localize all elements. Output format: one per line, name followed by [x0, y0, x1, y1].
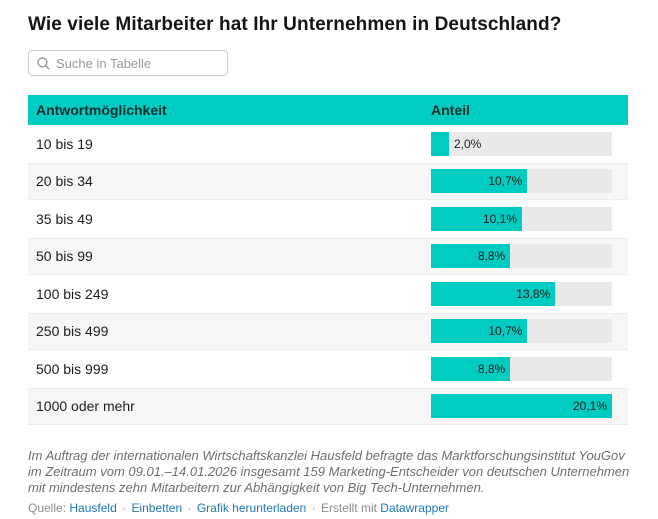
separator: · [122, 501, 127, 515]
search-icon [37, 56, 50, 70]
table-row: 100 bis 249 13,8% [28, 275, 628, 313]
bar-value-label: 10,7% [488, 174, 523, 189]
source-line: Quelle: Hausfeld · Einbetten · Grafik he… [28, 501, 630, 516]
bar-track: 8,8% [431, 244, 612, 269]
embed-link[interactable]: Einbetten [131, 501, 183, 515]
bar-track: 13,8% [431, 281, 612, 306]
table-row: 1000 oder mehr 20,1% [28, 387, 628, 425]
bar-track: 2,0% [431, 131, 612, 156]
table-row: 250 bis 499 10,7% [28, 312, 628, 350]
source-link[interactable]: Hausfeld [69, 501, 117, 515]
answer-label: 10 bis 19 [36, 135, 93, 152]
share-cell: 10,7% [431, 319, 628, 344]
table-row: 35 bis 49 10,1% [28, 200, 628, 238]
search-input[interactable] [56, 55, 219, 71]
bar: 13,8% [431, 281, 556, 306]
bar: 8,8% [431, 356, 511, 381]
bar-track: 10,7% [431, 169, 612, 194]
created-with-label: Erstellt mit [320, 501, 377, 515]
column-header-anteil[interactable]: Anteil [431, 102, 470, 118]
share-cell: 2,0% [431, 131, 628, 156]
answer-label: 20 bis 34 [36, 173, 93, 190]
bar-value-label: 10,1% [482, 211, 517, 226]
bar-value-label: 8,8% [477, 249, 506, 264]
share-cell: 10,1% [431, 206, 628, 231]
answer-label: 35 bis 49 [36, 210, 93, 227]
download-link[interactable]: Grafik herunterladen [196, 501, 307, 515]
bar-track: 10,7% [431, 319, 612, 344]
answer-label: 50 bis 99 [36, 248, 93, 265]
bar-value-label: 20,1% [572, 399, 607, 414]
share-cell: 8,8% [431, 244, 628, 269]
source-prefix: Quelle: [28, 501, 67, 515]
bar-track: 10,1% [431, 206, 612, 231]
bar-value-label: 13,8% [516, 286, 551, 301]
table-body: 10 bis 19 2,0% 20 bis 34 10,7% 35 bis 49 10,1… [28, 125, 628, 425]
share-cell: 8,8% [431, 356, 628, 381]
bar-track: 8,8% [431, 356, 612, 381]
share-cell: 13,8% [431, 281, 628, 306]
bar-track: 20,1% [431, 394, 612, 419]
table-header-row: Antwortmöglichkeit Anteil [28, 95, 628, 125]
share-cell: 20,1% [431, 394, 628, 419]
share-cell: 10,7% [431, 169, 628, 194]
footnote: Im Auftrag der internationalen Wirtschaf… [28, 448, 630, 495]
column-header-antwortmoeglichkeit[interactable]: Antwortmöglichkeit [36, 102, 167, 118]
table-row: 20 bis 34 10,7% [28, 162, 628, 200]
bar-value-label: 10,7% [488, 324, 523, 339]
table-row: 10 bis 19 2,0% [28, 125, 628, 163]
page-title: Wie viele Mitarbeiter hat Ihr Unternehme… [28, 14, 562, 35]
bar-value-label: 8,8% [477, 361, 506, 376]
datawrapper-link[interactable]: Datawrapper [380, 501, 449, 515]
table-search[interactable] [28, 50, 228, 76]
answer-label: 500 bis 999 [36, 360, 109, 377]
bar: 8,8% [431, 244, 511, 269]
answer-label: 1000 oder mehr [36, 398, 135, 415]
bar: 10,7% [431, 169, 528, 194]
bar: 10,7% [431, 319, 528, 344]
answer-label: 250 bis 499 [36, 323, 109, 340]
bar: 10,1% [431, 206, 522, 231]
table-row: 50 bis 99 8,8% [28, 237, 628, 275]
answer-label: 100 bis 249 [36, 285, 109, 302]
bar: 20,1% [431, 394, 612, 419]
bar-value-label: 2,0% [454, 136, 482, 151]
separator: · [311, 501, 316, 515]
data-table: Antwortmöglichkeit Anteil 10 bis 19 2,0% 2… [28, 95, 628, 425]
bar: 2,0% [431, 131, 481, 156]
separator: · [187, 501, 192, 515]
table-row: 500 bis 999 8,8% [28, 350, 628, 388]
